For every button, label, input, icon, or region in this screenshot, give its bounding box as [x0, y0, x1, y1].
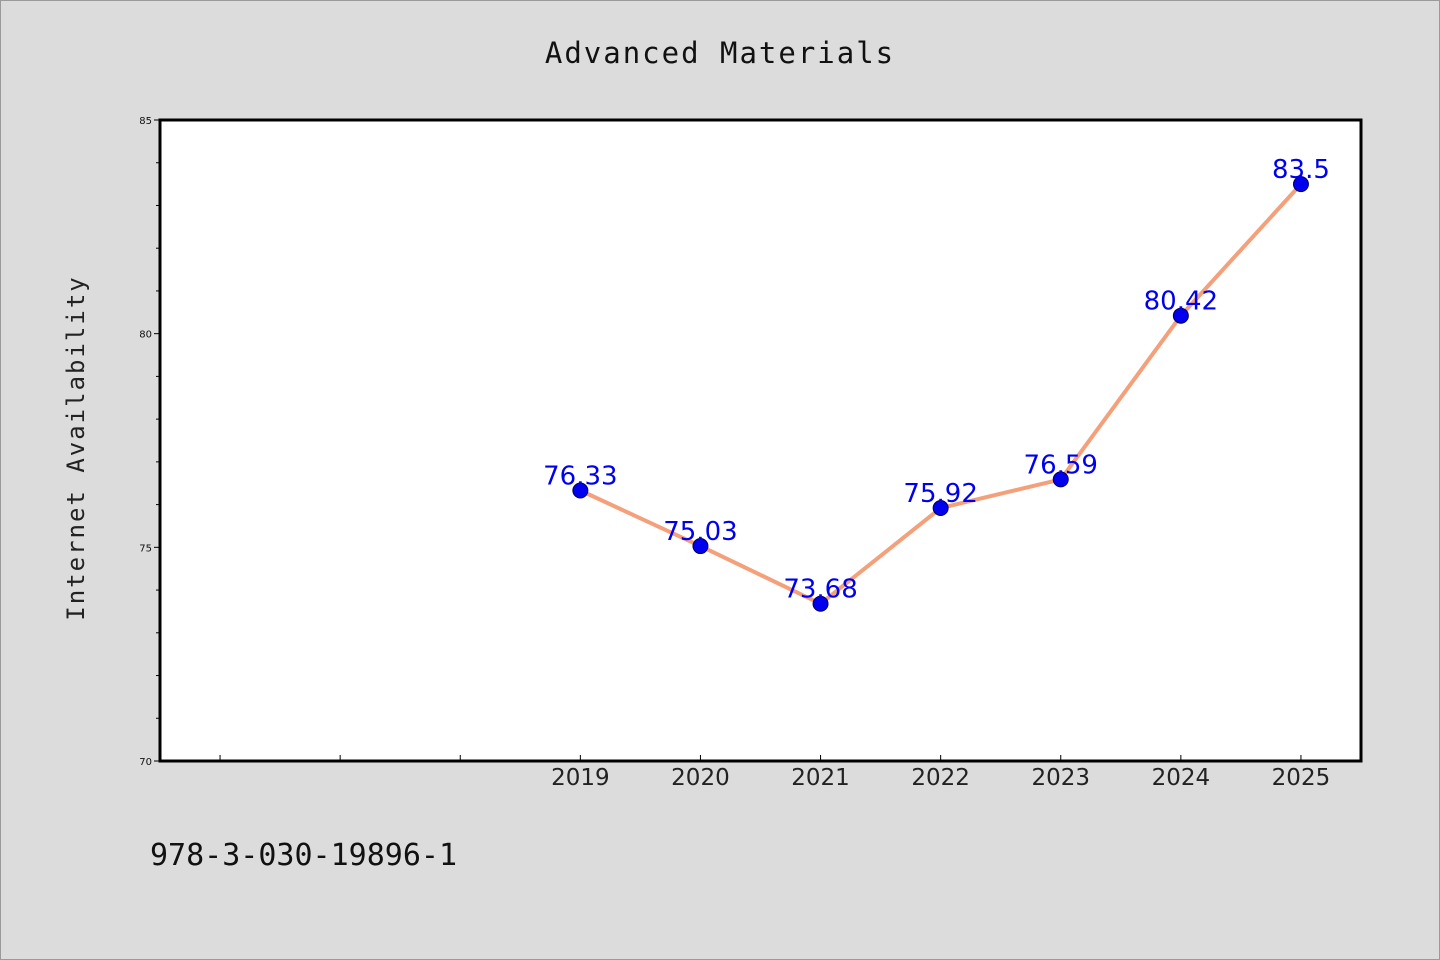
chart-title: Advanced Materials [545, 36, 895, 70]
data-label: 75.03 [663, 517, 737, 547]
plot-area [158, 118, 1363, 763]
axis-ticks: 70 75 80 85 2019 2020 2021 2022 2023 2024 2025 [139, 116, 1330, 791]
x-tick-label: 2023 [1031, 765, 1090, 791]
x-tick-label: 2024 [1152, 765, 1211, 791]
data-label: 75.92 [903, 479, 977, 509]
data-label: 76.59 [1024, 450, 1098, 480]
y-tick-label: 75 [139, 543, 152, 554]
data-point [1172, 307, 1189, 324]
x-tick-label: 2019 [551, 765, 610, 791]
x-tick-label: 2025 [1272, 765, 1331, 791]
series-line-group [572, 176, 1309, 612]
data-label: 83.5 [1272, 155, 1330, 185]
data-label: 80.42 [1144, 287, 1218, 317]
x-tick-label: 2020 [671, 765, 730, 791]
data-point [812, 595, 829, 612]
y-axis-label: Internet Availability [62, 275, 90, 620]
y-tick-label: 85 [139, 116, 152, 127]
data-point [572, 482, 589, 499]
data-point [932, 500, 949, 517]
data-label: 76.33 [543, 461, 617, 491]
data-labels: 76.33 75.03 73.68 75.92 76.59 80.42 83.5 [543, 155, 1330, 605]
y-tick-label: 70 [139, 757, 152, 768]
x-tick-label: 2022 [911, 765, 970, 791]
data-point [1052, 471, 1069, 488]
y-tick-label: 80 [139, 330, 152, 341]
footer-isbn: 978-3-030-19896-1 [150, 838, 457, 873]
data-point [692, 538, 709, 555]
x-tick-label: 2021 [791, 765, 850, 791]
data-point [1292, 176, 1309, 193]
data-label: 73.68 [783, 575, 857, 605]
